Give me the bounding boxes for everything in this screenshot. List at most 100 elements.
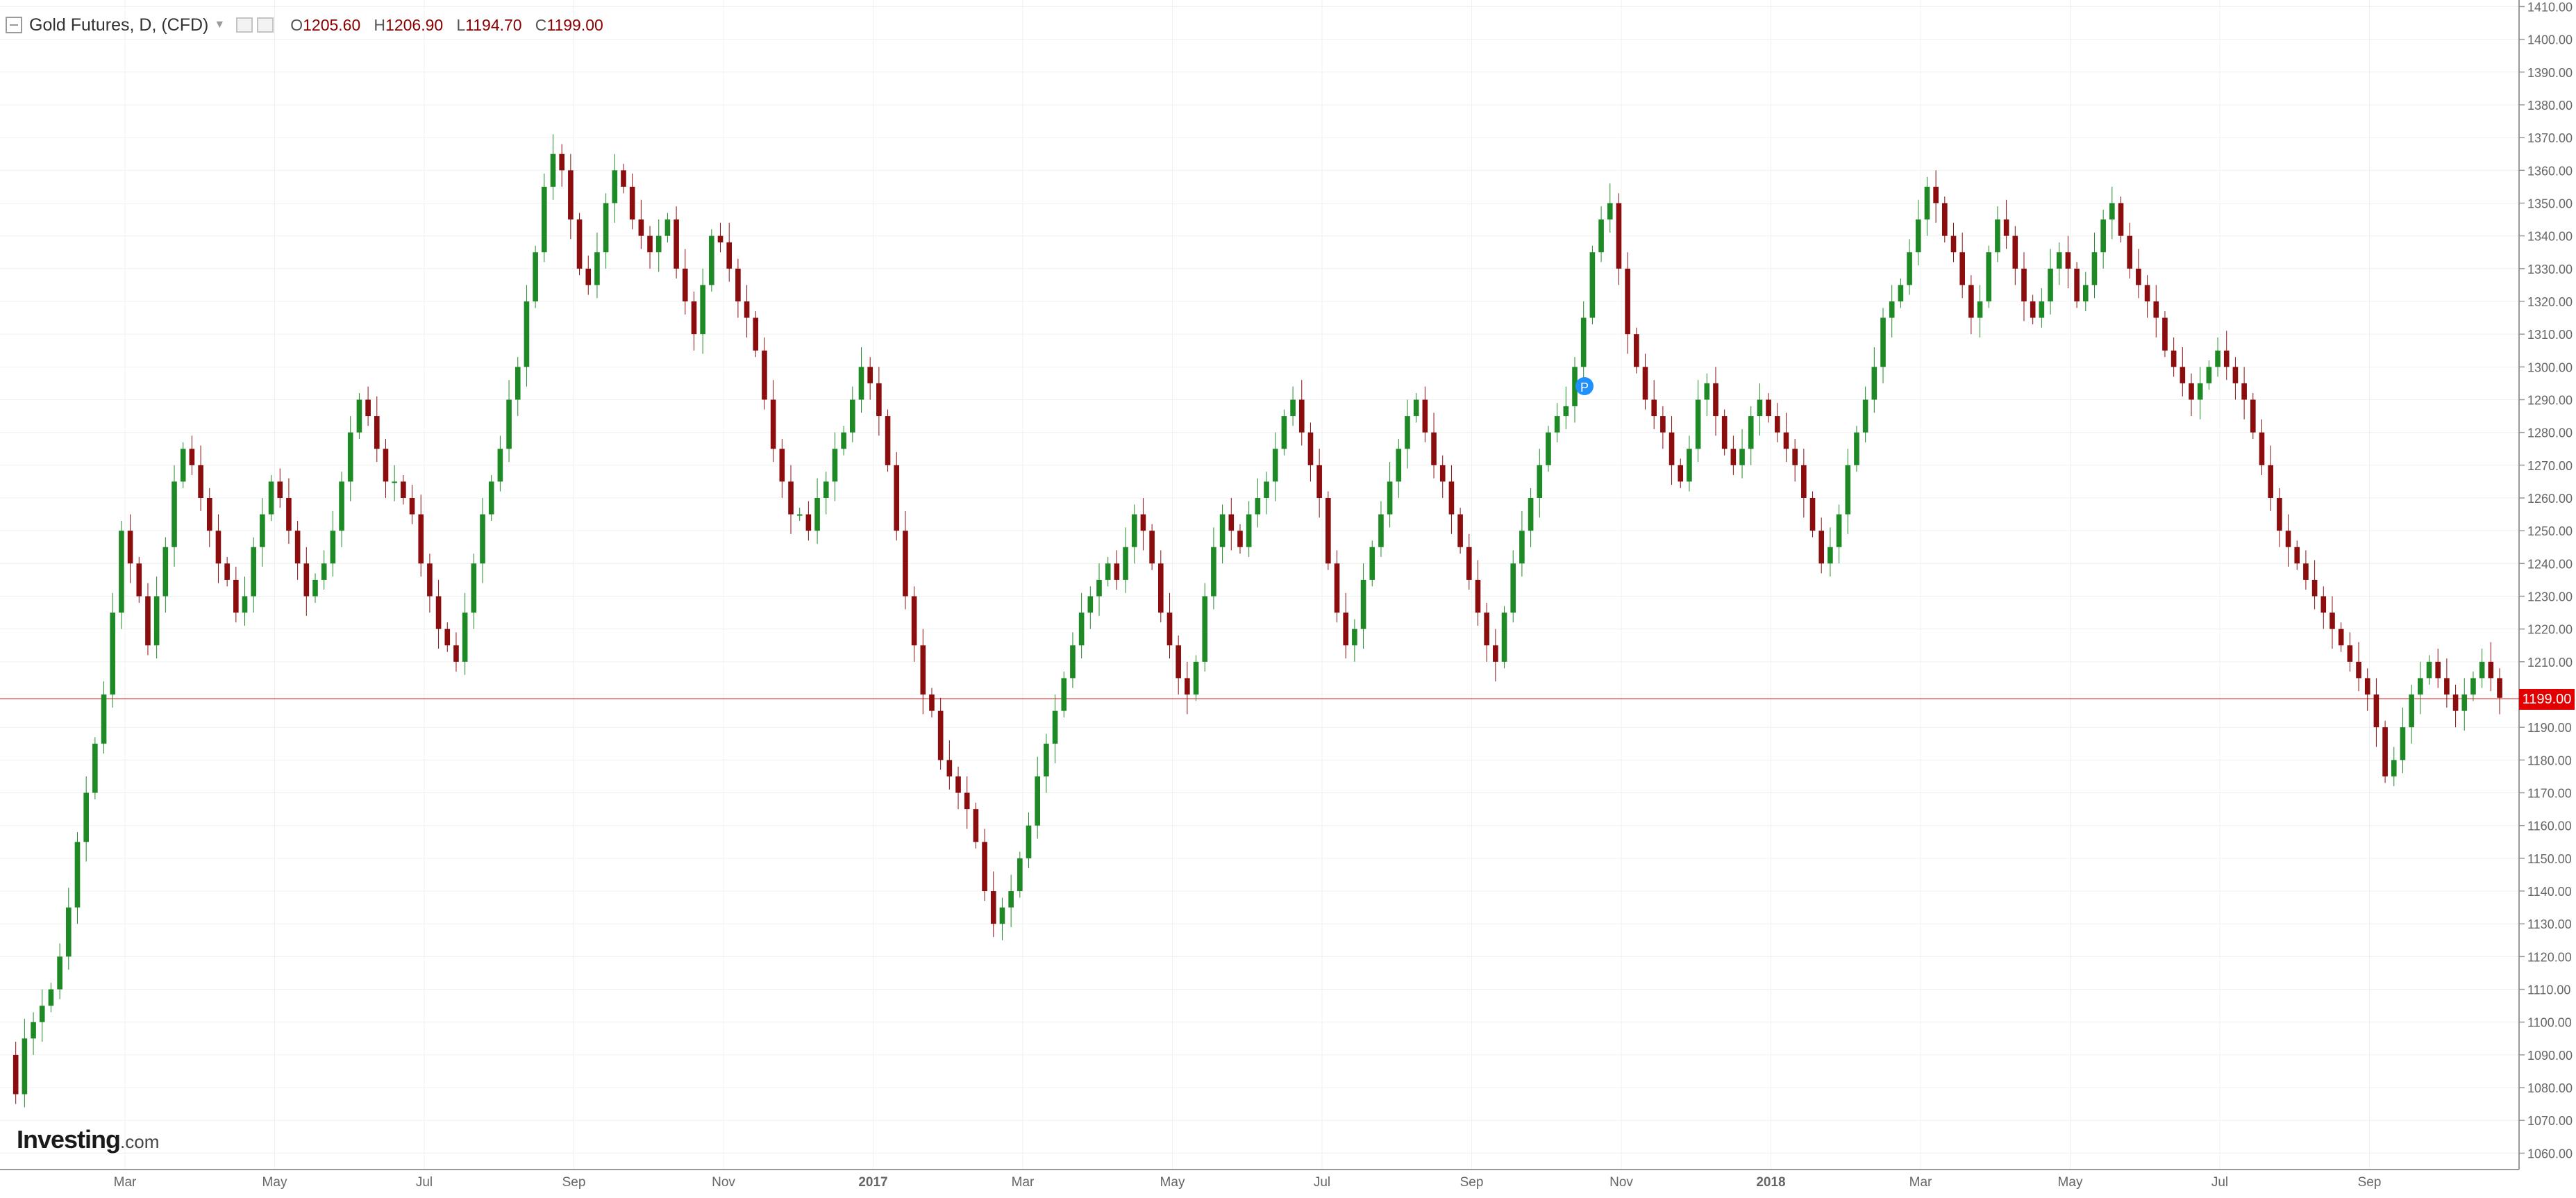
time-tick-label: Nov bbox=[1609, 1175, 1633, 1190]
price-tick-label: 1190.00 bbox=[2527, 721, 2572, 735]
collapse-icon[interactable] bbox=[6, 17, 22, 33]
price-tick-label: 1310.00 bbox=[2527, 328, 2573, 342]
candle-body bbox=[621, 170, 626, 187]
candle-body bbox=[2232, 367, 2239, 383]
candle-body bbox=[2373, 694, 2380, 728]
candle-body bbox=[268, 481, 274, 515]
price-tick-label: 1210.00 bbox=[2527, 656, 2573, 669]
candle-body bbox=[629, 186, 635, 220]
candle-body bbox=[1977, 301, 1983, 318]
candle-body bbox=[2435, 661, 2441, 679]
candle-body bbox=[418, 514, 424, 564]
candle-body bbox=[1475, 579, 1481, 613]
candle-body bbox=[1316, 465, 1322, 498]
candle-body bbox=[242, 596, 248, 613]
candle-body bbox=[1439, 465, 1446, 482]
remove-icon[interactable] bbox=[257, 17, 274, 33]
price-tick-label: 1260.00 bbox=[2527, 492, 2573, 506]
candle-body bbox=[83, 792, 89, 842]
candle-body bbox=[2109, 203, 2115, 220]
time-tick-label: Mar bbox=[1012, 1175, 1035, 1190]
low-value: 1194.70 bbox=[465, 15, 522, 34]
candle-body bbox=[1078, 613, 1085, 646]
candle-body bbox=[1325, 497, 1331, 564]
candle-body bbox=[1176, 645, 1181, 679]
price-tick-label: 1320.00 bbox=[2527, 295, 2573, 309]
candle-body bbox=[937, 710, 944, 760]
candle-body bbox=[506, 399, 512, 449]
candle-body bbox=[189, 449, 195, 465]
candle-body bbox=[1396, 449, 1402, 482]
close-value: 1199.00 bbox=[546, 15, 603, 34]
candle-body bbox=[2206, 367, 2212, 383]
candle-body bbox=[1211, 547, 1216, 597]
candle-body bbox=[964, 792, 970, 810]
candle-body bbox=[612, 170, 618, 203]
candle-body bbox=[1668, 432, 1675, 465]
candle-body bbox=[1554, 416, 1560, 433]
candle-body bbox=[1131, 514, 1137, 547]
candle-body bbox=[1942, 203, 1948, 236]
price-tick-label: 1110.00 bbox=[2527, 983, 2570, 997]
candle-body bbox=[101, 694, 107, 744]
candle-body bbox=[1809, 497, 1816, 531]
candle-body bbox=[480, 514, 485, 564]
candle-body bbox=[2461, 694, 2468, 711]
candle-body bbox=[356, 399, 362, 433]
candle-body bbox=[1228, 514, 1235, 531]
price-tick-label: 1080.00 bbox=[2527, 1081, 2573, 1095]
candle-body bbox=[999, 907, 1005, 924]
candle-body bbox=[955, 776, 961, 793]
candle-body bbox=[762, 350, 767, 400]
candle-body bbox=[127, 531, 133, 564]
marker-icon[interactable]: P bbox=[1575, 377, 1594, 395]
settings-icon[interactable] bbox=[236, 17, 253, 33]
candle-body bbox=[1766, 399, 1771, 417]
candle-body bbox=[1157, 563, 1164, 613]
candle-body bbox=[1959, 252, 1965, 285]
candle-body bbox=[1836, 514, 1842, 547]
candle-body bbox=[2488, 661, 2494, 679]
high-label: H bbox=[374, 15, 386, 34]
candle-body bbox=[1933, 186, 1939, 203]
candle-body bbox=[1237, 531, 1243, 547]
candle-body bbox=[1907, 252, 1912, 285]
candle-body bbox=[2127, 235, 2133, 269]
candle-body bbox=[2444, 678, 2450, 695]
candle-body bbox=[1950, 235, 1957, 253]
candle-body bbox=[1854, 432, 1859, 465]
candle-body bbox=[119, 531, 124, 613]
candle-body bbox=[1757, 399, 1763, 417]
price-axis-labels: 1060.00 1070.00 1080.00 1090.00 1100.00 1110.… bbox=[2519, 0, 2573, 1160]
dropdown-caret-icon[interactable]: ▼ bbox=[214, 19, 226, 31]
candle-body bbox=[1889, 301, 1895, 318]
candle-body bbox=[744, 301, 750, 318]
candle-body bbox=[1405, 416, 1410, 449]
candle-body bbox=[294, 531, 301, 564]
close-label: C bbox=[535, 15, 547, 34]
instrument-title: Gold Futures, D, (CFD) bbox=[29, 15, 209, 35]
candle-body bbox=[1818, 531, 1825, 564]
candle-body bbox=[973, 809, 979, 842]
candle-body bbox=[2039, 301, 2045, 318]
candle-body bbox=[153, 596, 160, 646]
candle-body bbox=[770, 399, 776, 449]
candle-body bbox=[550, 153, 556, 187]
price-tick-label: 1120.00 bbox=[2527, 950, 2572, 964]
price-tick-label: 1180.00 bbox=[2527, 754, 2572, 767]
candle-body bbox=[814, 497, 820, 531]
time-tick-label: Mar bbox=[114, 1175, 137, 1190]
candle-body bbox=[850, 399, 855, 433]
candle-body bbox=[471, 563, 477, 613]
candle-body bbox=[497, 449, 503, 482]
candle-body bbox=[2180, 367, 2186, 383]
open-value: 1205.60 bbox=[303, 15, 361, 34]
price-tick-label: 1160.00 bbox=[2527, 820, 2572, 833]
price-tick-label: 1270.00 bbox=[2527, 459, 2573, 473]
candle-body bbox=[1431, 432, 1437, 465]
candle-body bbox=[48, 989, 54, 1006]
time-tick-label: May bbox=[1160, 1175, 1185, 1190]
candle-body bbox=[735, 268, 741, 301]
candle-body bbox=[2330, 613, 2335, 629]
